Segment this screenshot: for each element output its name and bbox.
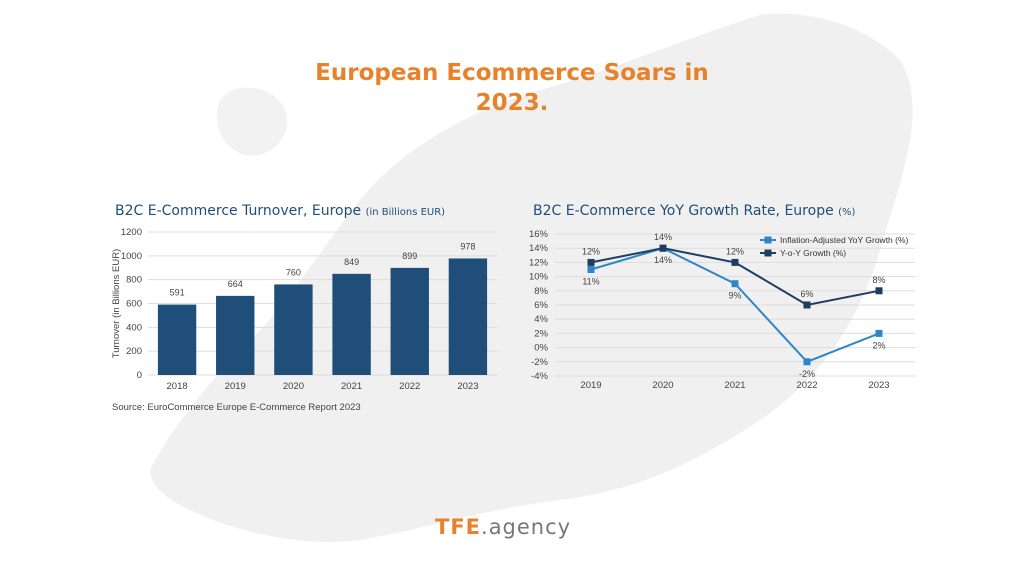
data-label: 6% [800,289,813,299]
tfe-agency-logo: TFE.agency [435,515,571,539]
line-x-tick-label: 2021 [724,380,745,391]
bar [216,295,255,375]
line-x-tick-label: 2019 [580,380,601,391]
bar-x-tick-label: 2022 [399,381,420,392]
bar [274,284,313,375]
data-label: 12% [582,246,600,256]
data-point [803,301,811,309]
line-y-tick-label: 8% [534,286,548,297]
legend-swatch-marker [764,236,772,244]
line-y-tick-label: 10% [529,272,549,283]
data-label: 11% [582,277,599,287]
bar [390,267,429,375]
line-y-tick-label: 0% [534,343,548,354]
source-note: Source: EuroCommerce Europe E-Commerce R… [112,402,361,413]
data-label: 14% [654,232,672,242]
bar-value-label: 591 [170,288,185,298]
bar-chart-title: B2C E-Commerce Turnover, Europe (in Bill… [115,203,445,219]
data-point [587,266,595,273]
map-island [216,87,288,156]
logo-brand: TFE [435,515,482,539]
bar-x-tick-label: 2021 [341,381,362,392]
line-x-tick-label: 2022 [796,380,817,391]
data-point [875,329,883,337]
bar-y-tick-label: 400 [126,322,142,333]
line-chart-title-text: B2C E-Commerce YoY Growth Rate, Europe [533,203,834,219]
line-y-tick-label: 14% [529,243,549,254]
line-y-tick-label: 12% [529,257,549,268]
map-silhouette [150,13,913,542]
line-x-tick-label: 2023 [868,380,889,391]
line-y-tick-label: 4% [534,314,548,325]
data-label: -2% [799,369,815,379]
bar-x-tick-label: 2023 [457,381,478,392]
bar-value-label: 978 [460,241,475,251]
bar-x-tick-label: 2020 [283,381,304,392]
line-chart-title: B2C E-Commerce YoY Growth Rate, Europe (… [533,203,855,219]
data-point [875,287,883,295]
legend-entry: Inflation-Adjusted YoY Growth (%) [780,235,909,245]
line-y-tick-label: 16% [529,229,549,240]
logo-suffix: .agency [481,515,572,539]
bar-x-tick-label: 2019 [225,381,246,392]
data-label: 12% [726,246,744,256]
data-point [731,280,739,288]
headline-line-1: European Ecommerce Soars in [315,60,709,86]
bar-y-tick-label: 1000 [121,251,142,262]
data-point [587,258,595,266]
line-y-tick-label: 2% [534,328,548,339]
bar-value-label: 760 [286,267,301,277]
headline-line-2: 2023. [475,90,549,116]
bar-value-label: 899 [402,251,417,261]
legend-swatch-marker [764,249,772,257]
bar-chart-title-unit: (in Billions EUR) [365,207,446,218]
bar-y-tick-label: 0 [137,370,142,381]
bar-value-label: 849 [344,257,359,267]
bar-y-tick-label: 1200 [121,227,142,238]
data-point [803,358,811,366]
bar-y-tick-label: 200 [126,346,142,357]
bar [332,273,371,375]
line-y-tick-label: -2% [531,357,548,368]
data-label: 8% [872,275,885,285]
bar-chart-title-text: B2C E-Commerce Turnover, Europe [115,203,362,219]
data-point [731,258,739,266]
legend-entry: Y-o-Y Growth (%) [780,248,846,258]
bar-value-label: 664 [228,279,243,289]
bar-y-tick-label: 800 [126,275,142,286]
bar-x-tick-label: 2018 [167,381,188,392]
bar [157,304,197,375]
line-y-tick-label: -4% [531,371,548,382]
line-y-tick-label: 6% [534,300,548,311]
page-headline: European Ecommerce Soars in 2023. [262,58,762,118]
line-chart-title-unit: (%) [838,207,856,218]
bar-y-tick-label: 600 [126,299,142,310]
line-x-tick-label: 2020 [652,380,673,391]
data-label: 9% [728,291,741,301]
data-point [659,244,667,252]
bar-y-axis-label: Turnover (in Billions EUR) [111,249,122,358]
bar [448,258,488,375]
data-label: 14% [654,255,672,265]
data-label: 2% [872,340,885,350]
